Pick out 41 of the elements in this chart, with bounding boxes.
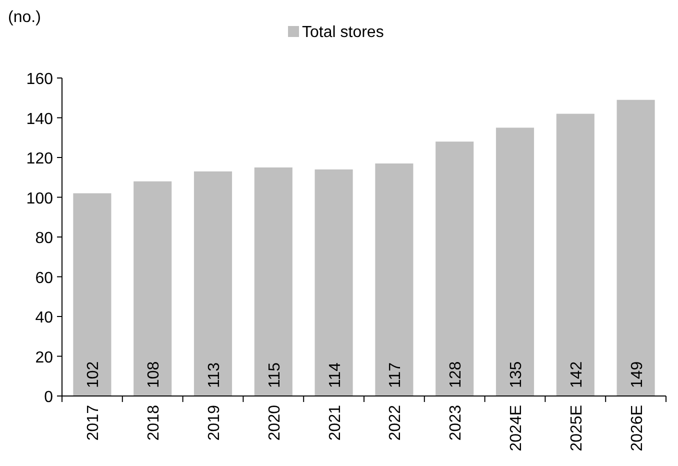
- data-label: 115: [266, 362, 284, 388]
- bar: [314, 169, 353, 396]
- legend-label: Total stores: [302, 24, 384, 41]
- data-label: 142: [568, 361, 586, 388]
- bar: [254, 167, 292, 396]
- x-tick-label: 2018: [146, 404, 163, 441]
- x-tick-label: 2026E: [628, 405, 646, 452]
- bar: [616, 100, 655, 396]
- y-tick-label: 40: [35, 310, 54, 326]
- x-tick-label: 2021: [326, 404, 344, 441]
- x-tick-label: 2022: [387, 404, 404, 441]
- bar: [436, 142, 474, 396]
- x-tick-label: 2025E: [568, 405, 586, 452]
- x-tick-label: 2017: [85, 404, 102, 441]
- y-tick-label: 80: [35, 230, 54, 247]
- data-label: 128: [448, 361, 465, 388]
- bar: [134, 181, 172, 396]
- bar: [73, 193, 112, 396]
- y-tick-label: 160: [26, 71, 54, 88]
- bar: [496, 128, 534, 396]
- data-label: 108: [146, 361, 163, 388]
- y-tick-label: 140: [26, 110, 54, 128]
- y-tick-label: 100: [26, 190, 54, 208]
- x-tick-label: 2019: [206, 404, 223, 441]
- y-axis-title: (no.): [8, 9, 41, 26]
- bar: [194, 171, 232, 396]
- y-tick-label: 0: [44, 389, 54, 406]
- y-tick-label: 20: [35, 349, 54, 366]
- data-label: 113: [206, 362, 223, 388]
- x-tick-label: 2020: [266, 404, 284, 441]
- bar: [375, 163, 414, 396]
- y-tick-label: 120: [26, 150, 54, 168]
- x-tick-label: 2024E: [508, 405, 525, 452]
- data-label: 114: [326, 362, 344, 388]
- data-label: 135: [508, 361, 525, 388]
- data-label: 102: [85, 361, 102, 388]
- x-tick-label: 2023: [448, 404, 465, 441]
- bar: [556, 114, 594, 396]
- data-label: 117: [387, 362, 404, 388]
- y-tick-label: 60: [35, 270, 54, 287]
- data-label: 149: [628, 361, 646, 388]
